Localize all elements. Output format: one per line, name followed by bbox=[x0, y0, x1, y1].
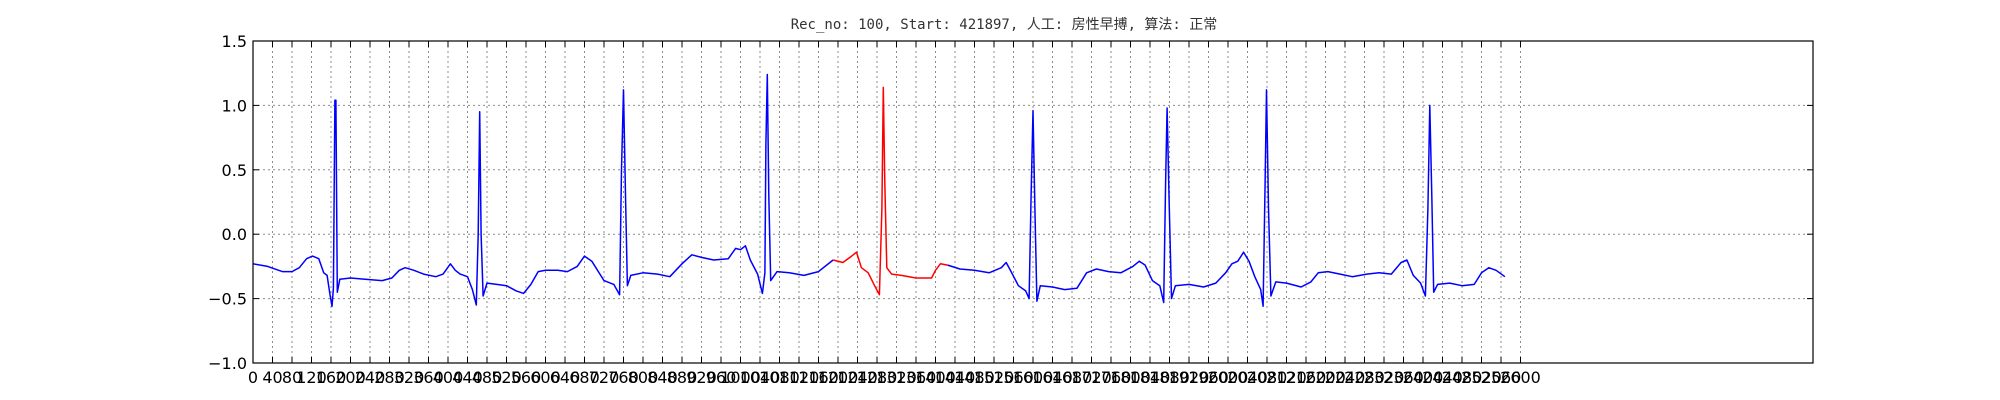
x-tick-label: 1800 bbox=[1110, 368, 1151, 387]
x-tick-label: 1960 bbox=[1188, 368, 1229, 387]
x-tick-label: 2200 bbox=[1305, 368, 1346, 387]
x-tick-label: 960 bbox=[706, 368, 737, 387]
x-tick-label: 1680 bbox=[1052, 368, 1093, 387]
x-tick-label: 1360 bbox=[896, 368, 937, 387]
ecg-series-line bbox=[252, 73, 834, 308]
x-tick-label: 2600 bbox=[1500, 368, 1541, 387]
x-tick-label: 320 bbox=[394, 368, 425, 387]
x-tick-label: 840 bbox=[647, 368, 678, 387]
x-tick-label: 2560 bbox=[1481, 368, 1522, 387]
y-tick-label: −0.5 bbox=[208, 290, 247, 309]
x-tick-label: 1600 bbox=[1013, 368, 1054, 387]
x-tick-label: 1120 bbox=[779, 368, 820, 387]
x-tick-label: 2160 bbox=[1286, 368, 1327, 387]
chart-title: Rec_no: 100, Start: 421897, 人工: 房性早搏, 算法… bbox=[791, 16, 1218, 33]
x-tick-label: 2280 bbox=[1344, 368, 1385, 387]
y-tick-label: 1.0 bbox=[222, 96, 247, 115]
x-tick-label: 920 bbox=[686, 368, 717, 387]
x-tick-label: 1880 bbox=[1149, 368, 1190, 387]
x-tick-label: 1400 bbox=[915, 368, 956, 387]
x-tick-label: 1720 bbox=[1071, 368, 1112, 387]
x-tick-label: 1640 bbox=[1032, 368, 1073, 387]
x-tick-label: 1000 bbox=[720, 368, 761, 387]
y-axis-ticks: −1.0 −0.5 0.0 0.5 1.0 1.5 bbox=[208, 32, 1813, 373]
x-tick-label: 200 bbox=[335, 368, 366, 387]
x-tick-label: 160 bbox=[316, 368, 347, 387]
ecg-series-line bbox=[832, 86, 948, 296]
y-tick-label: 1.5 bbox=[222, 32, 247, 51]
x-tick-label: 1280 bbox=[857, 368, 898, 387]
x-tick-label: 1440 bbox=[935, 368, 976, 387]
x-tick-label: 600 bbox=[530, 368, 561, 387]
x-tick-label: 280 bbox=[374, 368, 405, 387]
x-tick-label: 2000 bbox=[1208, 368, 1249, 387]
x-tick-label: 2080 bbox=[1247, 368, 1288, 387]
grid bbox=[252, 40, 1813, 364]
x-tick-label: 1320 bbox=[876, 368, 917, 387]
x-tick-label: 2440 bbox=[1422, 368, 1463, 387]
x-tick-label: 640 bbox=[550, 368, 581, 387]
x-tick-label: 40 bbox=[262, 368, 282, 387]
x-tick-label: 1520 bbox=[974, 368, 1015, 387]
x-tick-label: 720 bbox=[589, 368, 620, 387]
x-tick-label: 1200 bbox=[818, 368, 859, 387]
x-tick-label: 520 bbox=[491, 368, 522, 387]
x-tick-label: 0 bbox=[248, 368, 258, 387]
x-tick-label: 480 bbox=[472, 368, 503, 387]
x-tick-label: 880 bbox=[667, 368, 698, 387]
x-tick-label: 80 bbox=[282, 368, 302, 387]
x-tick-label: 2240 bbox=[1325, 368, 1366, 387]
x-tick-label: 2120 bbox=[1266, 368, 1307, 387]
x-tick-label: 1560 bbox=[993, 368, 1034, 387]
y-tick-label: 0.5 bbox=[222, 161, 247, 180]
x-tick-label: 1160 bbox=[798, 368, 839, 387]
x-tick-label: 2400 bbox=[1403, 368, 1444, 387]
x-tick-label: 2320 bbox=[1364, 368, 1405, 387]
x-tick-label: 760 bbox=[608, 368, 639, 387]
x-tick-label: 1240 bbox=[837, 368, 878, 387]
x-tick-label: 800 bbox=[628, 368, 659, 387]
x-tick-label: 1480 bbox=[954, 368, 995, 387]
ecg-trace bbox=[252, 73, 1506, 308]
x-tick-label: 240 bbox=[355, 368, 386, 387]
x-tick-label: 560 bbox=[511, 368, 542, 387]
ecg-series-line bbox=[947, 89, 1506, 308]
x-tick-label: 1840 bbox=[1130, 368, 1171, 387]
x-tick-label: 120 bbox=[296, 368, 327, 387]
x-tick-label: 2040 bbox=[1227, 368, 1268, 387]
x-tick-label: 360 bbox=[413, 368, 444, 387]
y-tick-label: 0.0 bbox=[222, 225, 247, 244]
x-tick-label: 2520 bbox=[1461, 368, 1502, 387]
y-tick-label: −1.0 bbox=[208, 354, 247, 373]
x-tick-label: 1760 bbox=[1091, 368, 1132, 387]
x-tick-label: 2480 bbox=[1442, 368, 1483, 387]
x-tick-label: 400 bbox=[433, 368, 464, 387]
x-tick-label: 1040 bbox=[740, 368, 781, 387]
x-tick-label: 1920 bbox=[1169, 368, 1210, 387]
x-tick-label: 680 bbox=[569, 368, 600, 387]
x-tick-label: 2360 bbox=[1383, 368, 1424, 387]
x-tick-label: 440 bbox=[452, 368, 483, 387]
x-tick-label: 1080 bbox=[759, 368, 800, 387]
x-axis-ticks: 0 40 8012016020024028032036040044048052056… bbox=[248, 41, 1541, 387]
